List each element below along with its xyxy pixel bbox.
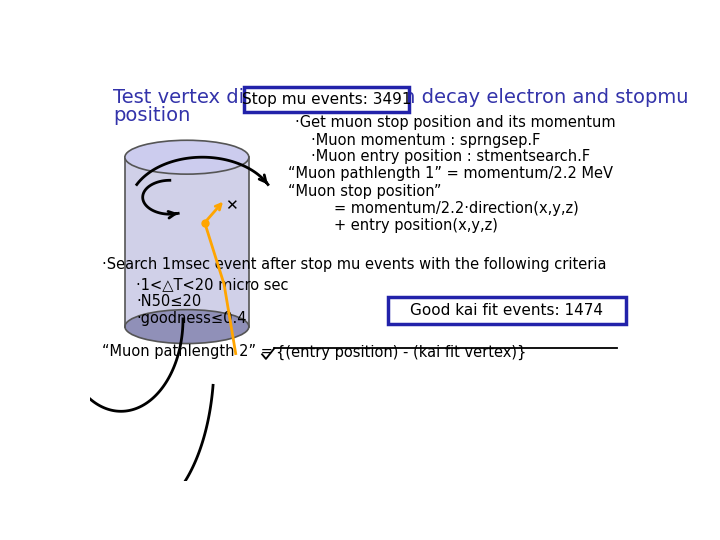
Text: Stop mu events: 3491: Stop mu events: 3491 — [242, 92, 411, 107]
Text: position: position — [113, 106, 191, 125]
Text: “Muon pathlength 2” =: “Muon pathlength 2” = — [102, 345, 277, 359]
Text: + entry position(x,y,z): + entry position(x,y,z) — [334, 218, 498, 233]
Text: ·N50≤20: ·N50≤20 — [137, 294, 202, 309]
Text: ·Muon entry position : stmentsearch.F: ·Muon entry position : stmentsearch.F — [311, 150, 590, 165]
Text: ✕: ✕ — [225, 198, 238, 213]
Text: {(entry position) - (kai fit vertex)}: {(entry position) - (kai fit vertex)} — [276, 345, 526, 360]
Text: = momentum/2.2·direction(x,y,z): = momentum/2.2·direction(x,y,z) — [334, 201, 579, 216]
Bar — [125, 157, 249, 327]
Text: ·Get muon stop position and its momentum: ·Get muon stop position and its momentum — [295, 115, 616, 130]
Ellipse shape — [125, 309, 249, 343]
FancyBboxPatch shape — [244, 87, 408, 112]
Text: ·Search 1msec event after stop mu events with the following criteria: ·Search 1msec event after stop mu events… — [102, 257, 606, 272]
FancyBboxPatch shape — [387, 296, 626, 323]
Text: “Muon stop position”: “Muon stop position” — [287, 184, 441, 199]
Text: ·goodness≤0.4: ·goodness≤0.4 — [137, 311, 247, 326]
Text: Good kai fit events: 1474: Good kai fit events: 1474 — [410, 303, 603, 318]
Text: “Muon pathlength 1” = momentum/2.2 MeV: “Muon pathlength 1” = momentum/2.2 MeV — [287, 166, 613, 181]
Text: ·Muon momentum : sprngsep.F: ·Muon momentum : sprngsep.F — [311, 132, 540, 147]
Text: Test vertex difference between decay electron and stopmu: Test vertex difference between decay ele… — [113, 88, 689, 107]
Text: ·1<△T<20 micro sec: ·1<△T<20 micro sec — [137, 278, 289, 292]
Bar — [125, 157, 249, 327]
Ellipse shape — [125, 140, 249, 174]
